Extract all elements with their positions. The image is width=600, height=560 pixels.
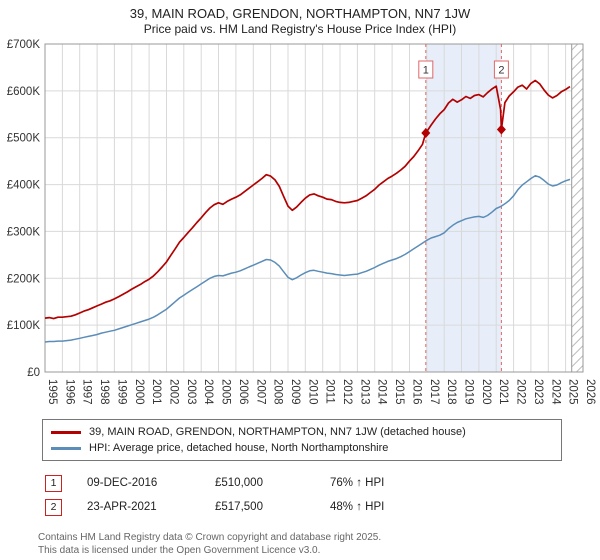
- legend-swatch: [51, 446, 81, 450]
- svg-text:£400K: £400K: [7, 180, 41, 192]
- svg-text:1997: 1997: [81, 379, 93, 405]
- svg-text:1999: 1999: [115, 379, 127, 405]
- svg-text:2021: 2021: [497, 379, 509, 405]
- svg-text:2003: 2003: [185, 379, 197, 405]
- svg-text:£200K: £200K: [7, 273, 41, 285]
- svg-text:£700K: £700K: [7, 39, 41, 51]
- license-footer: Contains HM Land Registry data © Crown c…: [38, 531, 600, 557]
- transaction-hpi-change: 48% ↑ HPI: [330, 501, 385, 513]
- svg-text:1996: 1996: [63, 379, 75, 405]
- svg-text:£100K: £100K: [7, 320, 41, 332]
- svg-text:2004: 2004: [202, 379, 214, 405]
- svg-text:2005: 2005: [220, 379, 232, 405]
- svg-text:2018: 2018: [445, 379, 457, 405]
- transaction-date: 23-APR-2021: [87, 501, 157, 513]
- svg-text:2002: 2002: [168, 379, 180, 405]
- transaction-price: £517,500: [215, 501, 263, 513]
- svg-text:2015: 2015: [393, 379, 405, 405]
- svg-text:2012: 2012: [341, 379, 353, 405]
- legend-item-hpi: HPI: Average price, detached house, Nort…: [51, 440, 553, 456]
- transaction-row: 1 09-DEC-2016 £510,000 76% ↑ HPI: [45, 471, 600, 495]
- price-chart: 1 2 £0 £100K £200K £300K £400K £500K £600K £700K 1…: [7, 39, 596, 405]
- svg-text:1: 1: [423, 65, 429, 77]
- page-title: 39, MAIN ROAD, GRENDON, NORTHAMPTON, NN7…: [129, 6, 471, 21]
- svg-text:2022: 2022: [515, 379, 527, 405]
- svg-text:2010: 2010: [306, 379, 318, 405]
- svg-text:2011: 2011: [324, 379, 336, 404]
- svg-text:2025: 2025: [567, 379, 579, 405]
- svg-text:£300K: £300K: [7, 226, 41, 238]
- chart-legend: 39, MAIN ROAD, GRENDON, NORTHAMPTON, NN7…: [42, 419, 562, 461]
- svg-text:2023: 2023: [532, 379, 544, 405]
- svg-text:2019: 2019: [463, 379, 475, 405]
- svg-text:2007: 2007: [254, 379, 266, 405]
- transaction-date: 09-DEC-2016: [87, 477, 158, 489]
- svg-text:2006: 2006: [237, 379, 249, 405]
- svg-text:2: 2: [498, 65, 504, 77]
- transaction-price: £510,000: [215, 477, 263, 489]
- transaction-number-badge: 2: [45, 498, 62, 516]
- svg-text:2016: 2016: [411, 379, 423, 405]
- svg-text:1998: 1998: [98, 379, 110, 405]
- svg-text:2026: 2026: [584, 379, 596, 405]
- transactions-list: 1 09-DEC-2016 £510,000 76% ↑ HPI 2 23-AP…: [45, 471, 600, 519]
- transaction-row: 2 23-APR-2021 £517,500 48% ↑ HPI: [45, 495, 600, 519]
- svg-text:1995: 1995: [46, 379, 58, 405]
- svg-text:2014: 2014: [376, 379, 388, 405]
- svg-text:2008: 2008: [272, 379, 284, 405]
- transaction-hpi-change: 76% ↑ HPI: [330, 477, 385, 489]
- legend-label: 39, MAIN ROAD, GRENDON, NORTHAMPTON, NN7…: [89, 426, 466, 438]
- svg-text:2024: 2024: [549, 379, 561, 405]
- footer-line-1: Contains HM Land Registry data © Crown c…: [38, 532, 382, 543]
- svg-text:£500K: £500K: [7, 133, 41, 145]
- transaction-number-badge: 1: [45, 474, 62, 492]
- legend-label: HPI: Average price, detached house, Nort…: [89, 442, 389, 454]
- footer-line-2: This data is licensed under the Open Gov…: [38, 545, 321, 556]
- chart-header: 39, MAIN ROAD, GRENDON, NORTHAMPTON, NN7…: [0, 0, 600, 37]
- svg-text:2000: 2000: [133, 379, 145, 405]
- svg-text:£600K: £600K: [7, 86, 41, 98]
- page-subtitle: Price paid vs. HM Land Registry's House …: [143, 22, 457, 36]
- svg-text:2017: 2017: [428, 379, 440, 405]
- legend-swatch: [51, 430, 81, 434]
- legend-item-property: 39, MAIN ROAD, GRENDON, NORTHAMPTON, NN7…: [51, 424, 553, 440]
- svg-text:2009: 2009: [289, 379, 301, 405]
- svg-text:2013: 2013: [358, 379, 370, 405]
- svg-text:£0: £0: [27, 367, 40, 379]
- svg-text:2001: 2001: [150, 379, 162, 405]
- svg-text:2020: 2020: [480, 379, 492, 405]
